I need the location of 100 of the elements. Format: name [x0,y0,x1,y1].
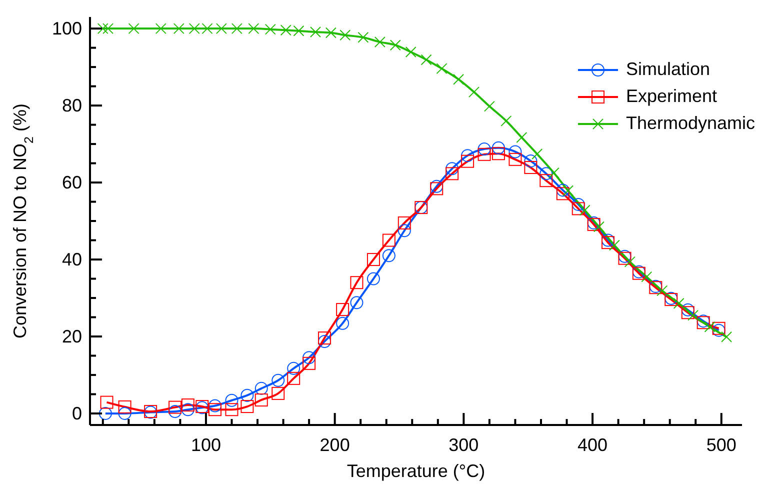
y-tick-label: 60 [62,172,82,193]
y-tick-label: 20 [62,326,82,346]
point [524,154,538,168]
point [336,316,350,330]
point [608,240,620,251]
point [390,40,401,51]
point [382,249,396,262]
point [325,27,336,38]
point [688,310,699,321]
point [508,152,522,166]
point [398,216,411,230]
point [478,142,491,156]
point [118,406,132,420]
y-tick-label: 80 [62,96,82,116]
point [225,403,238,416]
legend-label: Experiment [626,86,717,107]
legend-label: Thermodynamic [626,113,755,134]
point [446,162,459,176]
point [461,154,474,168]
point [382,234,396,247]
point [556,184,570,197]
x-tick-label: 400 [578,435,608,455]
point [287,362,300,375]
point [366,252,380,266]
point [704,321,716,332]
point [398,224,411,238]
point [572,198,585,211]
y-tick-label: 40 [62,249,82,270]
point [430,182,444,196]
point [208,403,222,416]
point [272,374,285,387]
point [366,272,380,286]
point [478,148,491,161]
point [168,405,182,418]
point [492,141,505,154]
point [548,167,560,178]
point [721,331,732,342]
point [168,400,182,414]
point [318,334,332,348]
point [318,332,332,345]
point [100,396,114,409]
point [681,303,694,316]
point [254,393,268,406]
legend-label: Simulation [626,59,710,80]
point [508,145,522,158]
point [240,400,254,414]
point [231,23,242,34]
point [641,271,652,282]
point [350,276,364,290]
point [556,187,570,200]
x-tick-label: 200 [320,435,350,455]
point [593,221,604,232]
point [173,23,184,34]
point [248,23,260,34]
point [436,63,448,74]
point [118,400,132,414]
x-tick-label: 500 [706,435,736,455]
point [97,23,108,34]
point [272,386,285,400]
point [225,394,238,407]
point [128,23,140,34]
point [287,372,300,385]
point [673,298,684,309]
point [302,356,316,370]
point [240,388,254,402]
point [453,74,464,85]
point [579,204,590,216]
point [216,23,227,34]
point [681,306,694,320]
point [374,36,386,48]
point [656,285,668,296]
point [430,180,444,193]
point [601,236,614,250]
point [350,296,364,310]
point [181,398,194,412]
point [98,406,112,420]
point [254,382,268,395]
y-tick-label: 0 [72,403,82,424]
point [102,23,114,34]
point [264,24,276,35]
x-tick-label: 300 [448,435,479,455]
y-tick-label: 100 [52,18,82,39]
point [540,167,553,180]
point [181,403,194,416]
point [492,147,505,160]
point [446,167,459,180]
point [624,256,636,268]
point [420,54,432,66]
point [302,351,316,364]
point [358,32,369,43]
point [310,26,321,38]
point [562,185,574,196]
point [572,202,585,216]
x-tick-label: 100 [190,435,221,455]
point [540,174,553,188]
point [336,303,350,316]
point [468,86,480,98]
point [155,23,166,34]
x-axis-title: Temperature (°C) [346,461,486,481]
point [461,149,474,162]
